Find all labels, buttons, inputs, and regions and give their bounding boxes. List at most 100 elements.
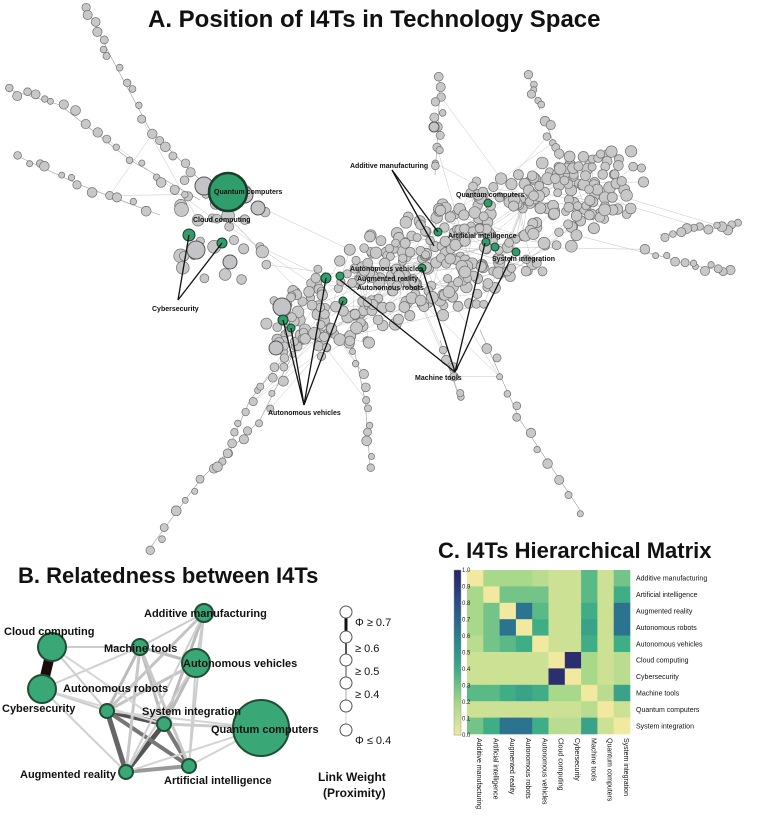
heatmap-cell: [467, 684, 484, 702]
relatedness-edge: [188, 662, 197, 767]
heatmap-cell: [483, 602, 500, 620]
heatmap-cell: [499, 652, 517, 669]
heatmap-cell: [581, 619, 598, 636]
heatmap-cell: [499, 635, 517, 653]
heatmap-cell: [467, 635, 484, 653]
relatedness-edge: [138, 646, 191, 767]
heatmap-cell: [581, 701, 598, 718]
legend-tick: ≥ 0.4: [355, 689, 379, 701]
heatmap-cell: [597, 652, 614, 669]
heatmap-cell: [597, 602, 614, 620]
network-label: Autonomous vehicles: [268, 410, 341, 417]
heatmap-cell: [581, 586, 598, 604]
heatmap-cell: [597, 635, 614, 653]
relatedness-edge: [162, 722, 191, 768]
heatmap-cell: [515, 602, 533, 620]
heatmap-cell: [581, 668, 598, 686]
relatedness-edge: [162, 662, 198, 725]
relatedness-edge: [188, 727, 262, 767]
heatmap-cell: [597, 586, 614, 604]
heatmap-cell: [581, 602, 598, 620]
heatmap-cell: [515, 684, 533, 702]
colorbar-tick: 0.4: [462, 667, 471, 673]
heatmap-cell: [515, 701, 533, 718]
heatmap-cell: [532, 701, 549, 718]
heatmap-cell: [597, 619, 614, 636]
relatedness-node: [156, 716, 172, 732]
heatmap-cell: [532, 619, 549, 636]
relatedness-label: System integration: [142, 706, 241, 718]
heatmap-cell: [515, 586, 533, 604]
heatmap-cell: [483, 586, 500, 604]
network-label: Cloud computing: [193, 217, 251, 224]
colorbar-tick: 0.6: [462, 634, 471, 640]
heatmap-cell: [548, 717, 566, 735]
network-label: Quantum computers: [456, 192, 525, 199]
relatedness-edge: [41, 646, 141, 690]
relatedness-node: [99, 703, 115, 719]
matrix-col-label: Autonomous robots: [524, 738, 531, 799]
heatmap-cell: [564, 701, 582, 718]
highlighted-i4t-node: [511, 247, 521, 257]
heatmap-cell: [483, 717, 500, 735]
relatedness-label: Additive manufacturing: [144, 608, 267, 620]
heatmap-cell: [515, 570, 533, 587]
heatmap-cell: [581, 570, 598, 587]
heatmap-cell: [564, 570, 582, 587]
heatmap-cell: [581, 684, 598, 702]
matrix-row-label: Autonomous vehicles: [636, 641, 703, 648]
heatmap-cell: [564, 684, 582, 702]
matrix-row-label: Quantum computers: [636, 707, 700, 714]
heatmap-cell: [499, 602, 517, 620]
network-label: Augmented reality: [357, 276, 418, 283]
network-nodes: [5, 2, 742, 556]
matrix-col-label: Machine tools: [589, 738, 596, 782]
heatmap-cell: [483, 619, 500, 636]
legend-marker: [339, 605, 353, 619]
heatmap-cell: [515, 619, 533, 636]
heatmap-cell: [483, 570, 500, 587]
legend-tick: ≥ 0.6: [355, 643, 379, 655]
relatedness-edge: [41, 688, 165, 725]
colorbar-tick: 1.0: [462, 568, 471, 574]
heatmap-cell: [532, 652, 549, 669]
network-labels: Quantum computers Cloud computing Cybersec…: [152, 163, 555, 417]
relatedness-node: [232, 699, 290, 757]
heatmap-cell: [597, 668, 614, 686]
heatmap-cell: [532, 586, 549, 604]
relatedness-edge: [37, 645, 57, 691]
highlighted-i4t-node: [490, 242, 500, 252]
heatmap-cell: [613, 652, 631, 669]
relatedness-node: [181, 758, 197, 774]
relatedness-node: [194, 603, 214, 623]
heatmap-cell: [532, 570, 549, 587]
matrix-row-label: Additive manufacturing: [636, 576, 707, 583]
link-weight-legend: Φ ≥ 0.7 ≥ 0.6 ≥ 0.5 ≥ 0.4 Φ ≤ 0.4 Link Weight…: [318, 605, 391, 800]
matrix-col-label: Artificial intelligence: [491, 738, 498, 800]
colorbar-tick: 0.5: [462, 651, 471, 657]
heatmap-cell: [483, 652, 500, 669]
relatedness-node: [131, 638, 149, 656]
relatedness-edge: [105, 709, 191, 768]
heatmap-cell: [613, 602, 631, 620]
heatmap-cell: [597, 570, 614, 587]
network-label: Cybersecurity: [152, 306, 199, 313]
heatmap-labels: Additive manufacturing Additive manufactu…: [475, 576, 707, 810]
network-label: Quantum computers: [214, 189, 283, 196]
relatedness-edge: [139, 612, 205, 648]
heatmap-cell: [499, 668, 517, 686]
heatmap-cell: [499, 717, 517, 735]
heatmap-cell: [581, 652, 598, 669]
network-label: Additive manufacturing: [350, 163, 428, 170]
heatmap-cell: [532, 635, 549, 653]
panel-b-title: B. Relatedness between I4Ts: [18, 563, 319, 588]
relatedness-edge: [139, 645, 197, 665]
legend-subtitle: (Proximity): [323, 786, 386, 800]
heatmap-cell: [467, 602, 484, 620]
heatmap-cell: [515, 668, 533, 686]
matrix-col-label: Cloud computing: [557, 738, 564, 791]
relatedness-edge: [105, 646, 142, 712]
heatmap-cell: [564, 668, 582, 686]
heatmap-cell: [564, 602, 582, 620]
heatmap-cell: [532, 668, 549, 686]
